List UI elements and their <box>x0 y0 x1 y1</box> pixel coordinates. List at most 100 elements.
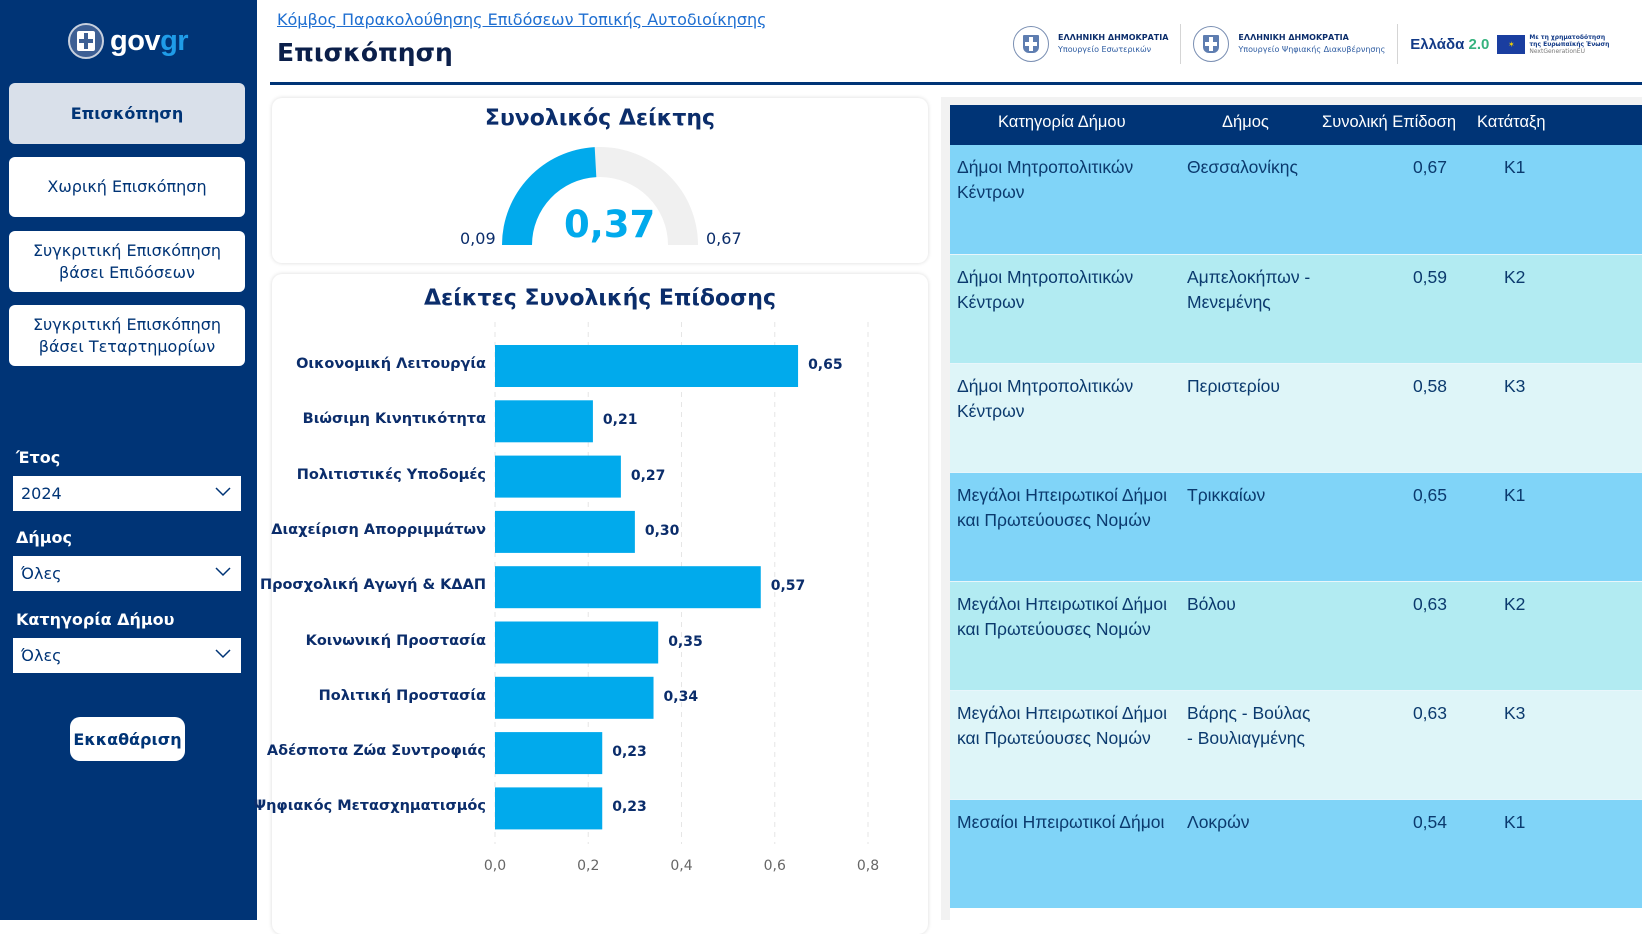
year-select[interactable]: 2024 <box>13 476 241 511</box>
cell-score: 0,63 <box>1412 703 1447 723</box>
category-filter-label: Κατηγορία Δήμου <box>16 610 175 629</box>
bar-category-label: Διαχείριση Απορριμμάτων <box>271 521 486 538</box>
cell-category: Μεγάλοι Ηπειρωτικοί Δήμοι και Πρωτεύουσε… <box>957 485 1167 530</box>
column-header-category[interactable]: Κατηγορία Δήμου <box>998 113 1126 131</box>
cell-rank: Κ3 <box>1504 703 1526 723</box>
bar-value-label: 0,35 <box>668 633 703 650</box>
cell-category: Δήμοι Μητροπολιτικών Κέντρων <box>957 267 1134 312</box>
table-row[interactable]: Δήμοι Μητροπολιτικών Κέντρων Θεσσαλονίκης… <box>950 145 1642 254</box>
table-row[interactable]: Μεγάλοι Ηπειρωτικοί Δήμοι και Πρωτεύουσε… <box>950 581 1642 690</box>
bar-category-label: Κοινωνική Προστασία <box>305 632 486 649</box>
cell-municipality: Θεσσαλονίκης <box>1187 157 1298 177</box>
bar[interactable] <box>495 455 621 498</box>
bar-chart-card: Δείκτες Συνολικής Επίδοσης Οικονομική Λε… <box>254 274 928 934</box>
bar[interactable] <box>495 510 635 553</box>
year-select-value: 2024 <box>21 484 62 503</box>
bar[interactable] <box>495 345 799 387</box>
cell-rank: Κ2 <box>1504 267 1526 287</box>
gauge-value: 0,37 <box>564 203 656 246</box>
page-title: Επισκόπηση <box>277 38 453 67</box>
clear-filters-button[interactable]: Εκκαθάριση <box>70 717 185 761</box>
gauge-chart <box>502 147 698 245</box>
gauge-title: Συνολικός Δείκτης <box>484 106 716 131</box>
ellada-2-logo: Ελλάδα 2.0 <box>1410 35 1490 53</box>
nav-spatial-overview[interactable]: Χωρική Επισκόπηση <box>9 157 245 217</box>
bar-value-label: 0,65 <box>808 357 843 373</box>
column-header-score[interactable]: Συνολική Επίδοση <box>1322 113 1457 131</box>
chevron-down-icon <box>215 649 231 659</box>
x-tick-label: 0,2 <box>577 858 600 874</box>
table-row[interactable]: Δήμοι Μητροπολιτικών Κέντρων Αμπελοκήπων … <box>950 254 1642 363</box>
cell-category: Μεσαίοι Ηπειρωτικοί Δήμοι <box>957 812 1165 832</box>
cell-rank: Κ3 <box>1504 376 1526 396</box>
bar-value-label: 0,34 <box>663 688 699 705</box>
cell-score: 0,67 <box>1412 157 1447 177</box>
cell-municipality: Τρικκαίων <box>1187 485 1266 505</box>
bar-category-label: Προσχολική Αγωγή & ΚΔΑΠ <box>259 577 486 594</box>
bar-category-label: Πολιτιστικές Υποδομές <box>296 466 486 483</box>
cell-category: Δήμοι Μητροπολιτικών Κέντρων <box>957 157 1134 202</box>
bar[interactable] <box>495 787 603 830</box>
govgr-logo[interactable]: govgr <box>68 22 189 60</box>
logo-divider <box>1397 24 1399 64</box>
municipality-select[interactable]: Όλες <box>13 556 241 591</box>
cell-category: Δήμοι Μητροπολιτικών Κέντρων <box>957 376 1134 421</box>
bar-category-label: Αδέσποτα Ζώα Συντροφιάς <box>266 743 486 760</box>
coat-of-arms-icon <box>1013 26 1049 62</box>
breadcrumb-link[interactable]: Κόμβος Παρακολούθησης Επιδόσεων Τοπικής … <box>277 10 767 29</box>
bar[interactable] <box>495 400 593 443</box>
category-select[interactable]: Όλες <box>13 638 241 673</box>
nav-comparative-performance[interactable]: Συγκριτική Επισκόπηση βάσει Επιδόσεων <box>9 231 245 292</box>
bar-chart-annotations: 0,65 0,21 0,27 0,30 0,57 0,35 0,34 0,23 0,23 0,0 0… <box>272 274 928 934</box>
table-row[interactable]: Μεγάλοι Ηπειρωτικοί Δήμοι και Πρωτεύουσε… <box>950 690 1642 799</box>
year-filter-label: Έτος <box>16 448 61 467</box>
bar-value-label: 0,23 <box>612 744 647 761</box>
nav-overview[interactable]: Επισκόπηση <box>9 83 245 144</box>
cell-score: 0,54 <box>1412 812 1447 832</box>
table-row[interactable]: Δήμοι Μητροπολιτικών Κέντρων Περιστερίου 0… <box>950 363 1642 472</box>
category-select-value: Όλες <box>21 646 62 665</box>
ministry-interior-line2: Υπουργείο Εσωτερικών <box>1058 45 1152 54</box>
ministry-interior-line1: ΕΛΛΗΝΙΚΗ ΔΗΜΟΚΡΑΤΙΑ <box>1058 33 1169 42</box>
bar-value-label: 0,30 <box>644 522 680 539</box>
cell-rank: Κ1 <box>1504 157 1526 177</box>
cell-category: Μεγάλοι Ηπειρωτικοί Δήμοι και Πρωτεύουσε… <box>957 594 1167 639</box>
bar-chart <box>494 322 869 844</box>
chevron-down-icon <box>215 487 231 497</box>
table-header: Κατηγορία Δήμου Δήμος Συνολική Επίδοση Κ… <box>950 105 1642 145</box>
bar-category-label: Οικονομική Λειτουργία <box>296 356 486 372</box>
column-header-municipality[interactable]: Δήμος <box>1222 113 1269 131</box>
table-row[interactable]: Μεσαίοι Ηπειρωτικοί Δήμοι Λοκρών 0,54 Κ1 <box>950 799 1642 908</box>
eu-funding-text: Με τη χρηματοδότηση της Ευρωπαϊκής Ένωση… <box>1529 33 1610 55</box>
nav-comparative-quartiles[interactable]: Συγκριτική Επισκόπηση βάσει Τεταρτημορίω… <box>9 305 245 366</box>
cell-score: 0,58 <box>1412 376 1447 396</box>
table-row[interactable]: Μεγάλοι Ηπειρωτικοί Δήμοι και Πρωτεύουσε… <box>950 472 1642 581</box>
bar-value-label: 0,23 <box>612 799 647 816</box>
logo-divider <box>1180 24 1182 64</box>
ranking-table-panel: Κατηγορία Δήμου Δήμος Συνολική Επίδοση Κ… <box>941 97 1642 920</box>
greek-emblem-icon <box>68 23 104 59</box>
cell-score: 0,63 <box>1412 594 1447 614</box>
bar[interactable] <box>495 566 761 609</box>
cell-category: Μεγάλοι Ηπειρωτικοί Δήμοι και Πρωτεύουσε… <box>957 703 1167 748</box>
x-tick-label: 0,6 <box>763 858 786 874</box>
cell-rank: Κ2 <box>1504 594 1526 614</box>
govgr-wordmark: govgr <box>110 24 189 57</box>
ministry-interior-logo: ΕΛΛΗΝΙΚΗ ΔΗΜΟΚΡΑΤΙΑ Υπουργείο Εσωτερικών <box>1013 26 1168 62</box>
column-header-rank[interactable]: Κατάταξη <box>1477 113 1546 131</box>
ministry-digital-logo: ΕΛΛΗΝΙΚΗ ΔΗΜΟΚΡΑΤΙΑ Υπουργείο Ψηφιακής Δ… <box>1193 26 1385 62</box>
municipality-filter-label: Δήμος <box>16 528 73 547</box>
ranking-table[interactable]: Κατηγορία Δήμου Δήμος Συνολική Επίδοση Κ… <box>950 105 1642 920</box>
sidebar: govgr Επισκόπηση Χωρική Επισκόπηση Συγκρ… <box>0 0 257 920</box>
bar-value-label: 0,57 <box>770 578 806 595</box>
title-divider <box>270 82 1642 85</box>
bar[interactable] <box>495 621 659 664</box>
ministry-digital-line1: ΕΛΛΗΝΙΚΗ ΔΗΜΟΚΡΑΤΙΑ <box>1238 33 1349 42</box>
bar[interactable] <box>495 732 603 775</box>
cell-score: 0,59 <box>1412 267 1447 287</box>
bar[interactable] <box>495 676 654 719</box>
partner-logos: ΕΛΛΗΝΙΚΗ ΔΗΜΟΚΡΑΤΙΑ Υπουργείο Εσωτερικών… <box>1013 24 1609 64</box>
coat-of-arms-icon <box>1193 26 1230 62</box>
bar-category-labels: Οικονομική Λειτουργία Βιώσιμη Κινητικότητ… <box>254 274 486 934</box>
municipality-select-value: Όλες <box>21 564 62 583</box>
